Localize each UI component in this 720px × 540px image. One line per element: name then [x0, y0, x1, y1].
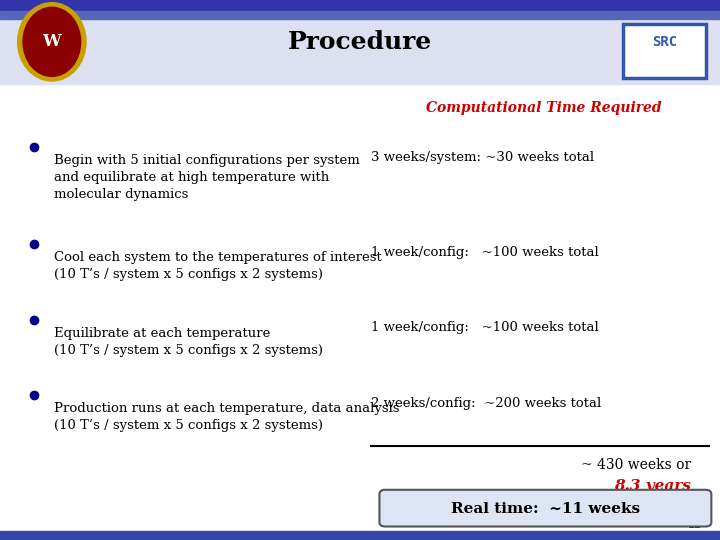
- Text: Equilibrate at each temperature
(10 T’s / system x 5 configs x 2 systems): Equilibrate at each temperature (10 T’s …: [54, 327, 323, 357]
- Text: Begin with 5 initial configurations per system
and equilibrate at high temperatu: Begin with 5 initial configurations per …: [54, 154, 360, 201]
- Text: 8.3 years: 8.3 years: [614, 479, 691, 493]
- Text: 3 weeks/system: ~30 weeks total: 3 weeks/system: ~30 weeks total: [371, 151, 594, 164]
- Text: 1 week/config:   ~100 weeks total: 1 week/config: ~100 weeks total: [371, 246, 598, 259]
- Text: Procedure: Procedure: [288, 30, 432, 54]
- FancyBboxPatch shape: [379, 490, 711, 526]
- Text: Cool each system to the temperatures of interest
(10 T’s / system x 5 configs x : Cool each system to the temperatures of …: [54, 251, 382, 281]
- Bar: [0, 531, 720, 540]
- Text: ~ 430 weeks or: ~ 430 weeks or: [581, 458, 691, 472]
- Bar: [0, 11, 720, 19]
- Text: Production runs at each temperature, data analysis
(10 T’s / system x 5 configs : Production runs at each temperature, dat…: [54, 402, 400, 433]
- Text: W: W: [42, 33, 61, 50]
- Text: 1 week/config:   ~100 weeks total: 1 week/config: ~100 weeks total: [371, 321, 598, 334]
- Text: Real time:  ~11 weeks: Real time: ~11 weeks: [451, 502, 640, 516]
- FancyBboxPatch shape: [623, 24, 706, 78]
- Text: Computational Time Required: Computational Time Required: [426, 101, 662, 115]
- Text: 12: 12: [688, 519, 702, 530]
- Ellipse shape: [17, 3, 86, 81]
- Bar: [0, 0, 720, 11]
- Bar: [0, 0, 720, 84]
- Ellipse shape: [23, 7, 81, 76]
- Text: 2 weeks/config:  ~200 weeks total: 2 weeks/config: ~200 weeks total: [371, 397, 601, 410]
- Text: SRC: SRC: [652, 35, 677, 49]
